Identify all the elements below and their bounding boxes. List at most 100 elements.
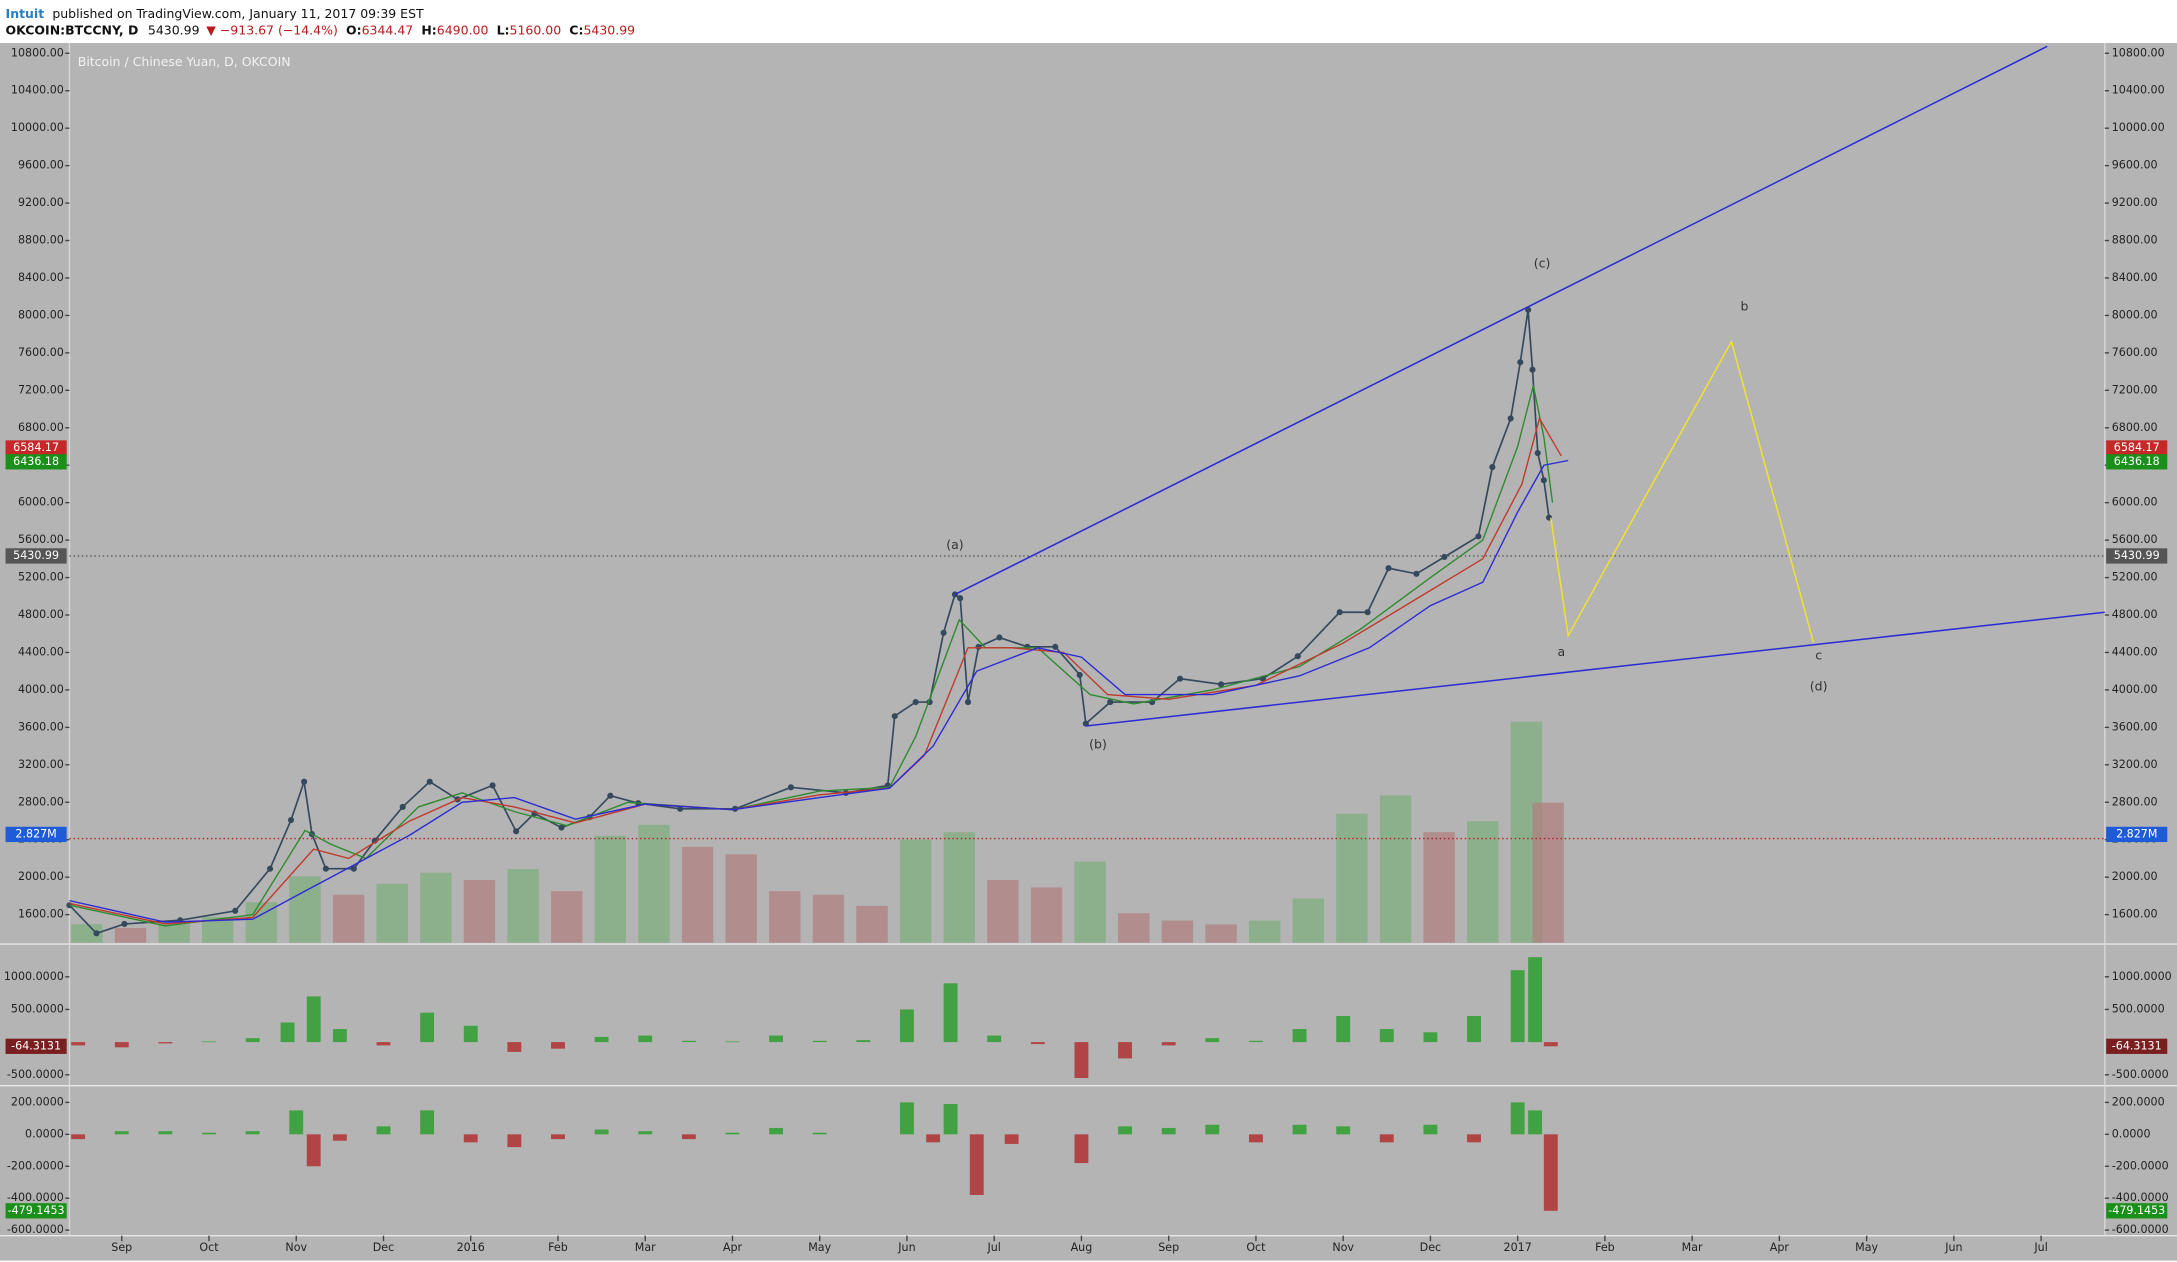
volume-bar bbox=[1205, 924, 1237, 943]
volume-bar bbox=[1248, 920, 1281, 943]
histogram-bar bbox=[1161, 1127, 1176, 1135]
price-point bbox=[399, 803, 406, 810]
volume-bar bbox=[812, 894, 845, 943]
histogram-bar bbox=[987, 1035, 1002, 1043]
histogram-bar bbox=[158, 1042, 173, 1044]
price-point bbox=[1294, 653, 1301, 660]
price-point bbox=[1534, 449, 1541, 457]
histogram-bar bbox=[1292, 1124, 1307, 1135]
histogram-bar bbox=[245, 1131, 260, 1135]
last-value-box bbox=[2106, 1038, 2168, 1054]
volume-bar bbox=[638, 824, 670, 943]
volume-bar bbox=[1292, 898, 1324, 943]
price-point bbox=[957, 595, 964, 602]
low-label: L: bbox=[497, 22, 510, 37]
y-tick-label: 3200.00 bbox=[2112, 758, 2158, 771]
y-tick-label: 500.0000 bbox=[2112, 1002, 2165, 1015]
wave-label: (a) bbox=[946, 537, 963, 552]
y-tick-label: 2000.00 bbox=[2112, 870, 2158, 883]
histogram-bar bbox=[900, 1102, 914, 1135]
histogram-bar bbox=[420, 1012, 435, 1043]
histogram-bar bbox=[812, 1040, 827, 1043]
y-tick-label: 9600.00 bbox=[2112, 159, 2158, 172]
price-point bbox=[996, 634, 1003, 641]
y-tick-label: 6800.00 bbox=[18, 421, 64, 434]
x-tick-label: Sep bbox=[1158, 1241, 1179, 1254]
histogram-bar bbox=[1510, 970, 1525, 1043]
price-point bbox=[426, 778, 433, 785]
publisher[interactable]: Intuit bbox=[6, 5, 45, 20]
y-tick-label: -500.0000 bbox=[7, 1068, 64, 1081]
histogram-bar bbox=[638, 1035, 653, 1043]
histogram-bar bbox=[1118, 1042, 1133, 1059]
y-tick-label: 4000.00 bbox=[18, 683, 64, 696]
y-tick-label: 10800.00 bbox=[2112, 46, 2165, 59]
y-tick-label: 1000.0000 bbox=[2112, 970, 2172, 983]
histogram-bar bbox=[1543, 1042, 1558, 1047]
header-line: Intuit published on TradingView.com, Jan… bbox=[6, 5, 424, 20]
price-point bbox=[1336, 609, 1343, 616]
last-price-box bbox=[2106, 548, 2168, 564]
y-tick-label: 6800.00 bbox=[2112, 421, 2158, 434]
histogram-bar bbox=[1543, 1134, 1558, 1211]
price-point bbox=[489, 782, 496, 789]
y-tick-label: 5600.00 bbox=[2112, 533, 2158, 546]
high-label: H: bbox=[421, 22, 436, 37]
price-point bbox=[975, 643, 982, 650]
x-tick-label: May bbox=[1855, 1241, 1878, 1254]
volume-bar bbox=[594, 835, 627, 943]
histogram-bar bbox=[202, 1132, 216, 1135]
volume-bar bbox=[1161, 920, 1194, 943]
price-line bbox=[68, 309, 1550, 935]
last-price: 5430.99 bbox=[148, 22, 200, 37]
header-bar bbox=[0, 1, 2177, 44]
volume-bar bbox=[289, 876, 321, 943]
histogram-bar bbox=[1004, 1134, 1019, 1144]
y-tick-label: 5200.00 bbox=[2112, 571, 2158, 584]
high: 6490.00 bbox=[437, 22, 489, 37]
price-point bbox=[121, 920, 128, 928]
price-point bbox=[1364, 609, 1371, 616]
x-tick-label: Dec bbox=[1420, 1241, 1441, 1254]
y-tick-label: 4800.00 bbox=[18, 608, 64, 621]
wave-label: (b) bbox=[1089, 737, 1107, 752]
symbol: OKCOIN:BTCCNY, D bbox=[6, 22, 139, 37]
price-point bbox=[1441, 553, 1448, 561]
price-point bbox=[558, 824, 565, 831]
last-value-box bbox=[5, 1038, 67, 1054]
histogram-bar bbox=[551, 1042, 565, 1049]
volume-bar bbox=[725, 854, 757, 943]
histogram-bar bbox=[463, 1025, 478, 1043]
histogram-bar bbox=[1205, 1038, 1220, 1043]
last-value-label: -479.1453 bbox=[2108, 1204, 2165, 1217]
y-tick-label: 2800.00 bbox=[2112, 795, 2158, 808]
volume-bar bbox=[1074, 861, 1106, 943]
x-tick-label: 2016 bbox=[457, 1241, 485, 1254]
y-tick-label: 1600.00 bbox=[2112, 908, 2158, 921]
y-tick-label: -400.0000 bbox=[2112, 1191, 2169, 1204]
price-point bbox=[1507, 415, 1514, 422]
ma-label: 6584.17 bbox=[2114, 441, 2160, 454]
histogram-bar bbox=[1161, 1042, 1176, 1046]
price-point bbox=[350, 865, 357, 872]
y-tick-label: 4400.00 bbox=[2112, 645, 2158, 658]
volume-bar bbox=[158, 924, 190, 943]
published: published on TradingView.com, January 11… bbox=[52, 5, 424, 20]
drawing-line bbox=[1085, 611, 2105, 727]
price-point bbox=[677, 805, 684, 812]
x-tick-label: Jul bbox=[987, 1241, 1001, 1254]
y-tick-label: 8800.00 bbox=[18, 234, 64, 247]
histogram-bar bbox=[681, 1134, 696, 1140]
last-value-label: -64.3131 bbox=[2112, 1039, 2162, 1052]
price-point bbox=[1052, 643, 1059, 650]
histogram-bar bbox=[1074, 1042, 1089, 1079]
histogram-bar bbox=[1336, 1126, 1351, 1135]
wave-label: a bbox=[1557, 644, 1565, 659]
y-tick-label: 10400.00 bbox=[2112, 84, 2165, 97]
y-tick-label: -200.0000 bbox=[7, 1159, 64, 1172]
price-point bbox=[964, 699, 972, 706]
volume-bar bbox=[1532, 802, 1564, 943]
histogram-bar bbox=[289, 1110, 304, 1135]
histogram-bar bbox=[1423, 1124, 1438, 1135]
price-point bbox=[232, 907, 239, 914]
